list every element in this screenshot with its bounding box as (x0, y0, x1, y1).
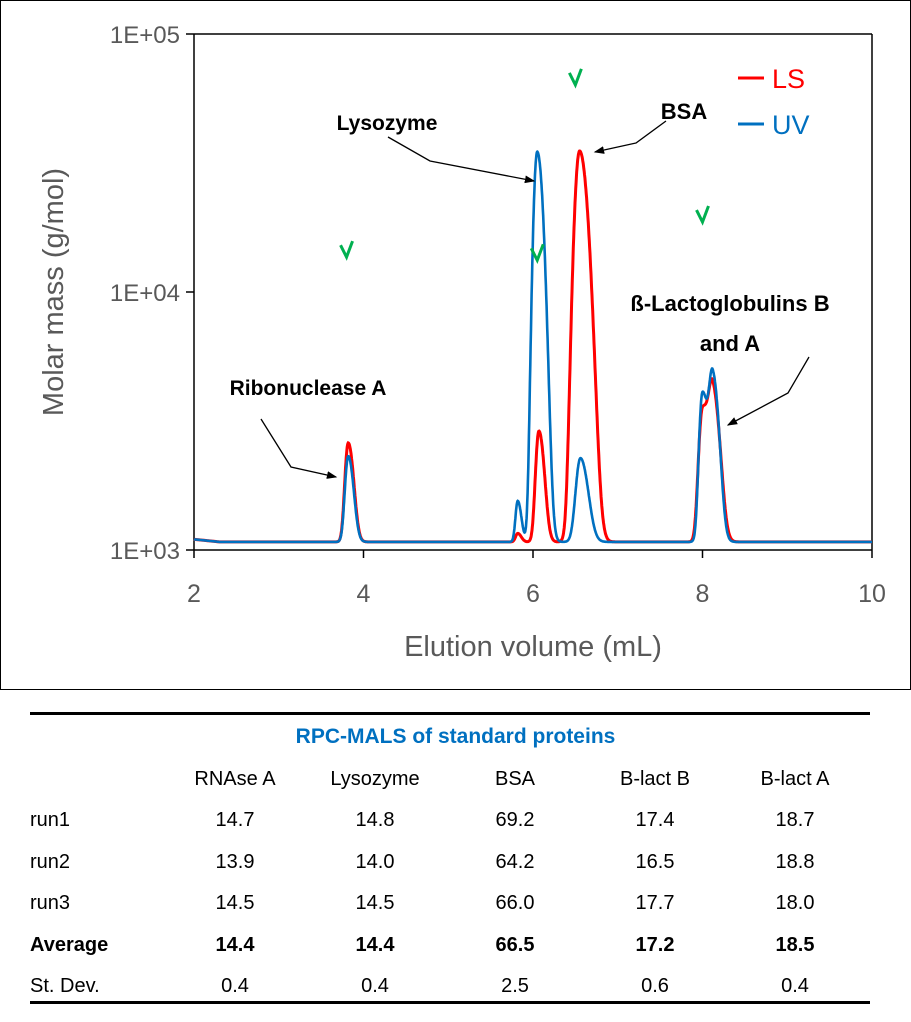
legend-label-ls: LS (772, 64, 805, 94)
row-label: run1 (30, 809, 71, 831)
table-row: St. Dev. 0.4 0.4 2.5 0.6 0.4 (30, 975, 870, 1005)
table-cell: 18.5 (775, 933, 815, 956)
table-cell: 14.8 (355, 809, 395, 831)
chart-panel: 2 4 6 8 10 1E+03 1E+04 1E+05 Elution volume (mL… (0, 0, 911, 690)
table-cell: 18.0 (775, 892, 815, 914)
row-label: Average (30, 933, 109, 956)
table-row: run3 14.5 14.5 66.0 17.7 18.0 (30, 892, 870, 922)
table-cell: 17.4 (635, 809, 675, 831)
molar-mass-point (339, 240, 354, 261)
y-tick-label: 1E+04 (110, 280, 180, 307)
column-header: Lysozyme (330, 768, 420, 790)
table-cell: 64.2 (495, 850, 535, 873)
series-uv-line (193, 150, 872, 544)
table-row: run2 13.9 14.0 64.2 16.5 18.8 (30, 851, 870, 881)
column-header: B-lact B (619, 768, 691, 790)
table-cell: 17.7 (635, 892, 675, 914)
row-label: run3 (30, 892, 71, 914)
y-tick-label: 1E+05 (110, 22, 180, 49)
annotation-bsa: BSA (661, 99, 708, 124)
molar-mass-point (529, 243, 545, 265)
row-label: run2 (30, 850, 71, 873)
table-cell: 0.4 (221, 975, 249, 997)
x-tick-label: 10 (858, 580, 886, 608)
x-tick-label: 2 (187, 580, 201, 608)
table-cell: 14.5 (355, 892, 395, 914)
column-header: B-lact A (760, 768, 830, 790)
arrow-lactoglobulins (726, 356, 810, 426)
table-row: run1 14.7 14.8 69.2 17.4 18.7 (30, 809, 870, 839)
table-cell: 66.0 (495, 892, 535, 914)
table-header-row: RNAse A Lysozyme BSA B-lact B B-lact A (30, 768, 870, 798)
annotation-lactoglobulins-line2: and A (700, 331, 760, 356)
x-axis-label: Elution volume (mL) (404, 631, 662, 663)
chromatogram-plot: 2 4 6 8 10 1E+03 1E+04 1E+05 Elution volume (mL… (38, 22, 886, 663)
table-cell: 14.4 (355, 933, 395, 956)
table-cell: 2.5 (501, 975, 529, 997)
legend-label-uv: UV (772, 110, 810, 140)
table-cell: 0.4 (361, 975, 389, 997)
table-cell: 14.7 (215, 809, 255, 831)
y-tick-label: 1E+03 (110, 538, 180, 565)
legend: LS UV (738, 64, 810, 140)
table-cell: 14.0 (355, 850, 395, 873)
table-cell: 66.5 (495, 933, 535, 956)
table-cell: 18.7 (775, 809, 815, 831)
table-cell: 14.4 (215, 933, 255, 956)
column-header: RNAse A (194, 768, 276, 790)
arrow-bsa (593, 120, 667, 154)
table-top-rule (30, 712, 870, 715)
x-tick-label: 4 (357, 580, 371, 608)
table-bottom-rule (30, 1001, 870, 1004)
annotation-ribonuclease: Ribonuclease A (230, 377, 387, 400)
table-cell: 13.9 (215, 850, 255, 873)
arrow-ribonuclease (260, 418, 338, 479)
x-tick-label: 6 (526, 580, 540, 608)
y-axis-label: Molar mass (g/mol) (38, 168, 70, 416)
table-cell: 69.2 (495, 809, 535, 831)
table-cell: 16.5 (635, 850, 675, 873)
molar-mass-point (568, 68, 583, 89)
table-title: RPC-MALS of standard proteins (295, 725, 616, 748)
molar-mass-point (695, 205, 710, 226)
table-cell: 17.2 (635, 933, 675, 956)
table-cell: 18.8 (775, 850, 815, 873)
annotation-lysozyme: Lysozyme (337, 112, 438, 135)
table-cell: 0.4 (781, 975, 809, 997)
row-label: St. Dev. (30, 975, 100, 997)
annotation-lactoglobulins: ß-Lactoglobulins B (630, 291, 829, 316)
column-header: BSA (494, 768, 536, 790)
x-tick-label: 8 (696, 580, 710, 608)
table-cell: 14.5 (215, 892, 255, 914)
annotations: Ribonuclease A Lysozyme BSA ß-Lactoglobu… (230, 99, 830, 479)
table-row: Average 14.4 14.4 66.5 17.2 18.5 (30, 934, 870, 964)
table-cell: 0.6 (641, 975, 669, 997)
arrow-lysozyme (387, 136, 536, 184)
